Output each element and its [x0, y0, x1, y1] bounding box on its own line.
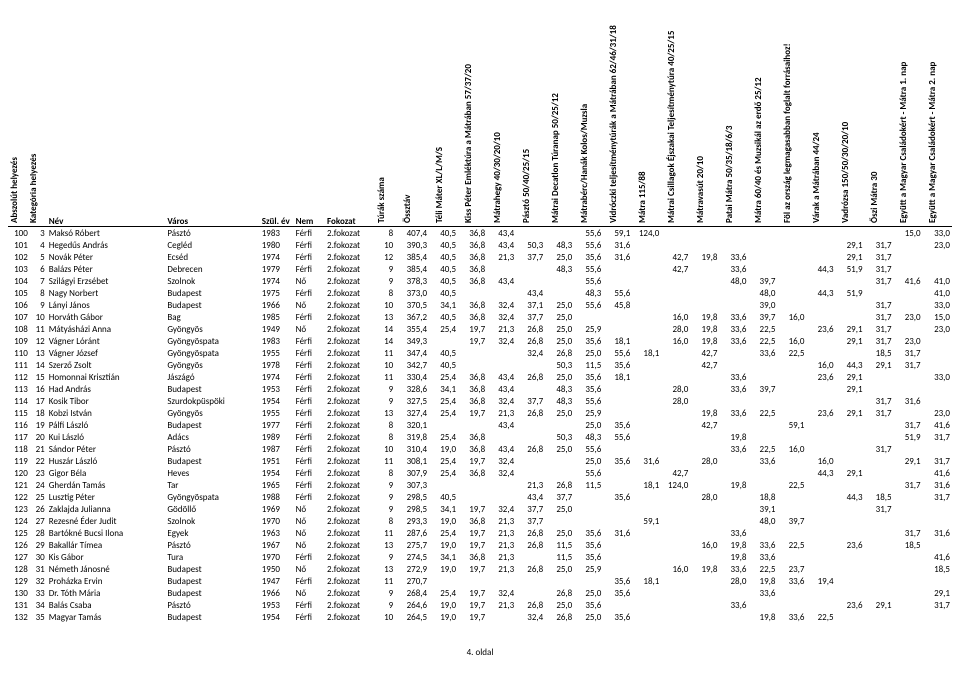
col-stat-2: Mátrahegy 40/30/20/10	[487, 16, 516, 227]
table-row: 12831Németh JánosnéBudapest1950Nő2.fokoz…	[8, 563, 952, 575]
col-stat-16: Együtt a Magyar Családokért - Mátra 1. n…	[894, 16, 923, 227]
results-table: Abszolút helyezésKategória helyezésNévVá…	[8, 16, 952, 623]
col-stat-10: Patai Mátra 50/35/18/6/3	[719, 16, 748, 227]
table-row: 12730Kis GáborTura1970Férfi2.fokozat9274…	[8, 551, 952, 563]
table-row: 11417Kosik TiborSzurdokpüspöki1954Férfi2…	[8, 395, 952, 407]
table-row: 13033Dr. Tóth MáriaBudapest1966Nő2.fokoz…	[8, 587, 952, 599]
table-row: 12326Zaklajda JuliannaGödöllő1969Nő2.fok…	[8, 503, 952, 515]
col-stat-3: Pásztó 50/40/25/15	[516, 16, 545, 227]
col-stat-6: Vidróczki teljesítménytúrák a Mátrában 6…	[603, 16, 632, 227]
table-row: 10710Horváth GáborBag1985Férfi2.fokozat1…	[8, 311, 952, 323]
table-row: 12629Bakallár TímeaPásztó1967Nő2.fokozat…	[8, 539, 952, 551]
table-row: 11215Homonnai KrisztiánJászágó1974Férfi2…	[8, 371, 952, 383]
table-row: 11114Szerző ZsoltGyöngyös1978Férfi2.foko…	[8, 359, 952, 371]
table-body: 1003Maksó RóbertPásztó1983Férfi2.fokozat…	[8, 227, 952, 624]
table-row: 1003Maksó RóbertPásztó1983Férfi2.fokozat…	[8, 227, 952, 240]
table-row: 12932Proházka ErvinBudapest1947Férfi2.fo…	[8, 575, 952, 587]
col-stat-1: Kiss Péter Emléktúra a Mátrában 57/37/20	[458, 16, 487, 227]
table-row: 1069Lányi JánosBudapest1966Nő2.fokozat10…	[8, 299, 952, 311]
table-row: 12023Gigor BélaHeves1954Férfi2.fokozat83…	[8, 467, 952, 479]
table-row: 1025Novák PéterEcséd1974Férfi2.fokozat12…	[8, 251, 952, 263]
table-row: 11013Vágner JózsefGyöngyöspata1955Férfi2…	[8, 347, 952, 359]
table-row: 13134Balás CsabaPásztó1953Férfi2.fokozat…	[8, 599, 952, 611]
header-row: Abszolút helyezésKategória helyezésNévVá…	[8, 16, 952, 227]
table-row: 1047Szilágyi ErzsébetSzolnok1974Nő2.foko…	[8, 275, 952, 287]
col-stat-17: Együtt a Magyar Családokért - Mátra 2. n…	[923, 16, 952, 227]
table-row: 11922Huszár LászlóBudapest1951Férfi2.fok…	[8, 455, 952, 467]
table-row: 11821Sándor PéterPásztó1987Férfi2.fokoza…	[8, 443, 952, 455]
col-stat-4: Mátrai Decatlon Túranap 50/25/12	[545, 16, 574, 227]
table-row: 11720Kui LászlóAdács1989Férfi2.fokozat83…	[8, 431, 952, 443]
col-stat-12: Föl az ország legmagasabban foglalt forr…	[777, 16, 806, 227]
col-stat-7: Mátra 115/88	[632, 16, 661, 227]
col-stat-14: Vadrózsa 150/50/30/20/10	[836, 16, 865, 227]
col-stat-11: Mátra 60/40 és Muzsikál az erdő 25/12	[748, 16, 777, 227]
col-varos: Város	[165, 16, 259, 227]
col-stat-13: Várak a Mátrában 44/24	[807, 16, 836, 227]
col-nem: Nem	[294, 16, 325, 227]
table-row: 10912Vágner LórántGyöngyöspata1983Férfi2…	[8, 335, 952, 347]
table-row: 12427Rezesné Éder JuditSzolnok1970Nő2.fo…	[8, 515, 952, 527]
table-row: 12124Gherdán TamásTar1965Férfi2.fokozat9…	[8, 479, 952, 491]
col-stat-9: Mátravasút 20/10	[690, 16, 719, 227]
table-row: 1036Balázs PéterDebrecen1979Férfi2.fokoz…	[8, 263, 952, 275]
col-stat-5: Mátrabérc/Hanák Kolos/Muzsla	[574, 16, 603, 227]
table-row: 11619Pálfi LászlóBudapest1977Férfi2.foko…	[8, 419, 952, 431]
table-row: 13235Magyar TamásBudapest1954Férfi2.foko…	[8, 611, 952, 623]
col-kategoria: Kategória helyezés	[30, 16, 47, 227]
table-row: 12528Bartókné Bucsi IlonaEgyek1963Nő2.fo…	[8, 527, 952, 539]
col-szulev: Szül. év	[260, 16, 294, 227]
col-nev: Név	[47, 16, 166, 227]
table-row: 12225Lusztig PéterGyöngyöspata1988Férfi2…	[8, 491, 952, 503]
col-stat-15: Őszi Mátra 30	[865, 16, 894, 227]
col-stat-0: Téli Máter XL/L/M/S	[429, 16, 458, 227]
table-row: 1014Hegedűs AndrásCegléd1980Férfi2.fokoz…	[8, 239, 952, 251]
col-abszolut: Abszolút helyezés	[8, 16, 30, 227]
table-row: 1058Nagy NorbertBudapest1975Férfi2.fokoz…	[8, 287, 952, 299]
col-fokozat: Fokozat	[325, 16, 376, 227]
col-turak-szama: Túrák száma	[376, 16, 395, 227]
table-row: 10811Mátyásházi AnnaGyöngyös1949Nő2.foko…	[8, 323, 952, 335]
page-footer: 4. oldal	[8, 647, 952, 658]
table-row: 11316Had AndrásBudapest1953Férfi2.fokoza…	[8, 383, 952, 395]
col-stat-8: Mátrai Csillagok Éjszakai Teljesítménytú…	[661, 16, 690, 227]
col-ossztav: Össztáv	[395, 16, 429, 227]
table-row: 11518Kobzi IstvánGyöngyös1955Férfi2.foko…	[8, 407, 952, 419]
